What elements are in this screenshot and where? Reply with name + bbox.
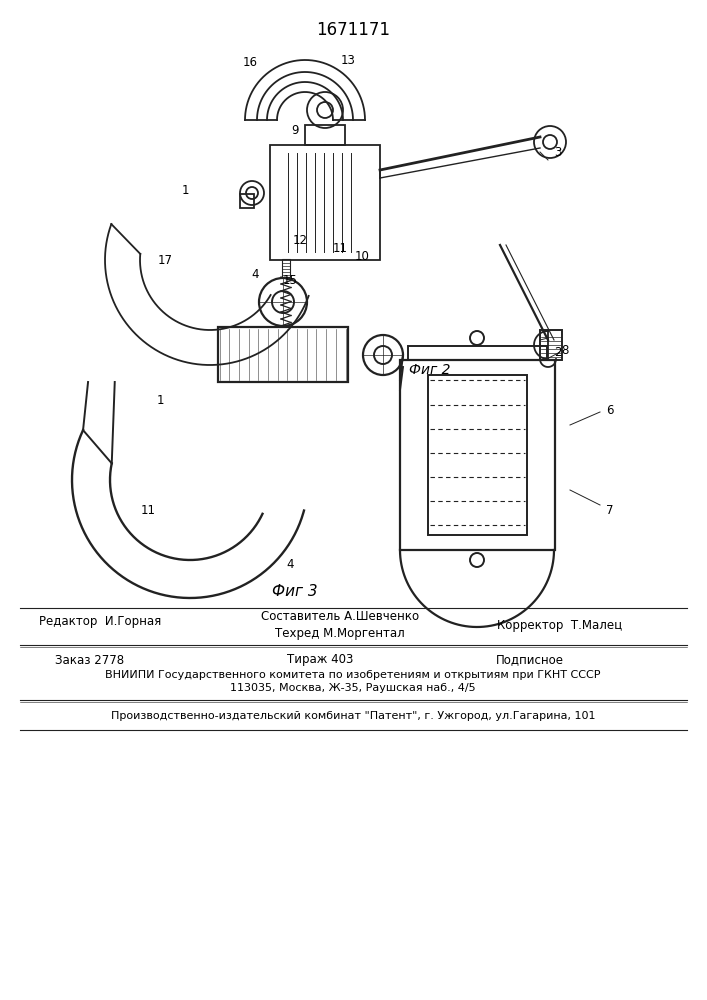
Text: 1671171: 1671171 [316,21,390,39]
Text: 6: 6 [606,403,614,416]
Text: 10: 10 [355,250,370,263]
Text: Корректор  Т.Малец: Корректор Т.Малец [498,618,623,632]
Text: 3: 3 [554,145,561,158]
Text: 15: 15 [283,273,298,286]
Text: Тираж 403: Тираж 403 [287,654,354,666]
Text: 1: 1 [181,184,189,196]
Bar [282,259,290,277]
Text: 17: 17 [158,253,173,266]
Text: Составитель А.Шевченко: Составитель А.Шевченко [261,610,419,624]
Bar [428,375,527,535]
Text: 11: 11 [332,241,348,254]
Text: 2: 2 [554,346,562,359]
Text: 16: 16 [243,56,257,70]
Text: 12: 12 [293,233,308,246]
Text: 7: 7 [606,504,614,516]
Bar [408,346,547,360]
Text: Редактор  И.Горная: Редактор И.Горная [39,615,161,629]
Bar [270,145,380,260]
Text: Заказ 2778: Заказ 2778 [55,654,124,666]
Text: Производственно-издательский комбинат "Патент", г. Ужгород, ул.Гагарина, 101: Производственно-издательский комбинат "П… [111,711,595,721]
Text: 11: 11 [141,504,156,516]
Text: 4: 4 [286,558,293,572]
Bar [540,330,562,360]
Text: Фиг 3: Фиг 3 [272,584,318,599]
Bar [240,194,254,208]
Text: 8: 8 [561,344,568,357]
Text: 4: 4 [251,268,259,282]
Text: ВНИИПИ Государственного комитета по изобретениям и открытиям при ГКНТ СССР: ВНИИПИ Государственного комитета по изоб… [105,670,601,680]
Text: 113035, Москва, Ж-35, Раушская наб., 4/5: 113035, Москва, Ж-35, Раушская наб., 4/5 [230,683,476,693]
Bar [400,360,555,550]
Bar [305,125,345,145]
Text: 1: 1 [156,393,164,406]
Text: Подписное: Подписное [496,654,564,666]
Text: 9: 9 [291,123,299,136]
Bar [218,327,348,382]
Text: 13: 13 [341,53,356,66]
Text: Фиг 2: Фиг 2 [409,363,451,377]
Text: Техред М.Моргентал: Техред М.Моргентал [275,626,405,640]
